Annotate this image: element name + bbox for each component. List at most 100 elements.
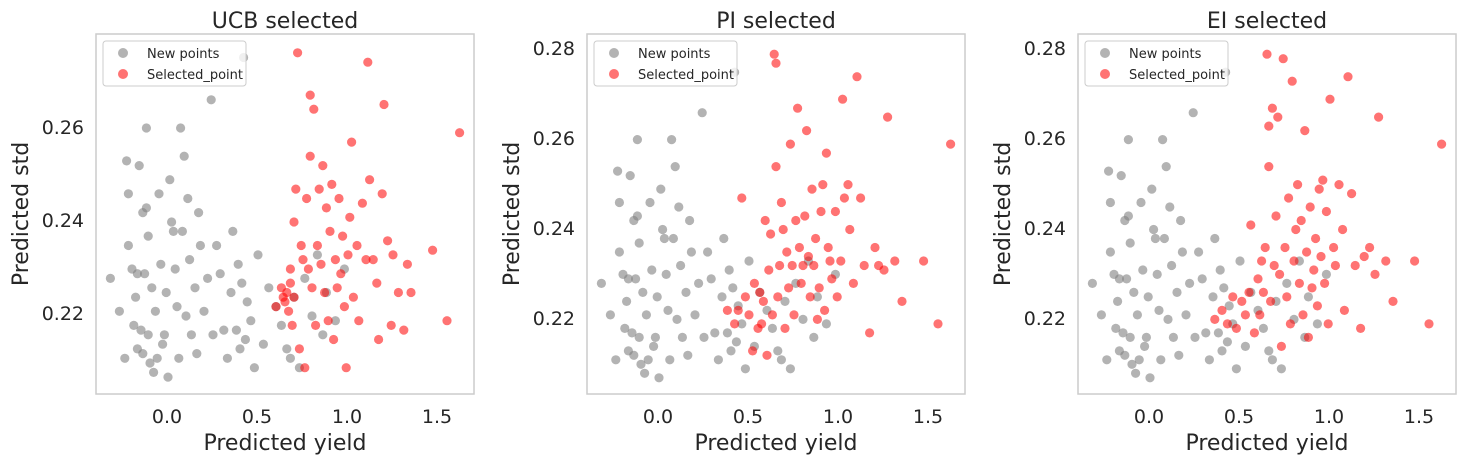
selected-point-marker [883, 112, 893, 122]
new-point-marker [1114, 274, 1124, 284]
selected-point-marker [330, 255, 340, 265]
new-point-marker [1132, 310, 1142, 320]
selected-point-marker [946, 139, 956, 149]
selected-point-marker [1302, 247, 1312, 257]
legend-label: Selected_point [638, 68, 734, 83]
new-point-marker [1113, 296, 1123, 306]
selected-point-marker [744, 310, 754, 320]
selected-point-marker [1350, 260, 1360, 271]
new-point-marker [1111, 323, 1121, 333]
new-point-marker [195, 240, 205, 251]
new-point-marker [668, 233, 679, 244]
new-point-marker [307, 311, 317, 321]
new-point-marker [1174, 350, 1184, 360]
selected-point-marker [345, 212, 355, 222]
new-point-marker [1156, 355, 1166, 365]
y-tick-label: 0.26 [533, 128, 575, 150]
selected-point-marker [393, 287, 403, 298]
y-axis-label: Predicted std [991, 142, 1016, 286]
selected-point-marker [1343, 72, 1353, 82]
new-point-marker [731, 337, 742, 347]
selected-point-marker [722, 305, 733, 315]
selected-point-marker [321, 203, 331, 213]
new-point-marker [181, 311, 191, 321]
selected-point-marker [303, 264, 313, 274]
legend: New points Selected_point [102, 40, 247, 87]
selected-point-marker [859, 260, 869, 271]
selected-point-marker [1228, 292, 1238, 302]
plot-frame [95, 33, 475, 395]
selected-point-marker [1320, 278, 1330, 288]
selected-point-marker [354, 316, 364, 326]
new-point-marker [605, 310, 616, 320]
selected-point-marker [1356, 323, 1366, 333]
selected-point-marker [1300, 126, 1310, 136]
selected-point-marker [1246, 220, 1256, 230]
y-tick-label: 0.28 [1024, 38, 1066, 60]
selected-point-marker [372, 278, 382, 288]
new-point-marker [1105, 247, 1115, 257]
selected-point-marker [442, 316, 452, 326]
new-point-marker [611, 355, 621, 365]
selected-point-marker [811, 233, 821, 244]
selected-point-marker [1325, 94, 1335, 104]
new-point-marker [1240, 341, 1250, 351]
new-point-marker [686, 247, 697, 257]
new-point-marker [1161, 162, 1171, 172]
new-point-marker [821, 319, 832, 329]
new-point-marker [1134, 355, 1144, 365]
new-point-marker [809, 332, 819, 342]
selected-point-marker [1424, 319, 1434, 329]
selected-point-marker [794, 242, 805, 253]
new-point-marker [120, 353, 130, 363]
new-point-marker [665, 355, 675, 365]
new-point-marker [658, 224, 668, 235]
new-point-marker [264, 283, 274, 293]
scatter-points [1087, 49, 1447, 383]
selected-point-marker [311, 320, 321, 330]
selected-point-marker [1257, 256, 1267, 266]
selected-point-marker [780, 323, 790, 333]
selected-point-marker [793, 103, 803, 113]
new-point-marker [105, 273, 115, 283]
new-point-marker [231, 325, 241, 335]
selected-point-marker [1293, 180, 1303, 190]
y-axis-label: Predicted std [500, 142, 525, 286]
selected-point-marker [1287, 76, 1297, 86]
new-point-marker [1123, 211, 1133, 221]
selected-point-marker [327, 179, 337, 189]
new-point-marker [652, 292, 662, 302]
selected-point-marker [1275, 269, 1285, 279]
selected-point-marker [388, 250, 398, 260]
new-point-marker [131, 292, 141, 302]
selected-point-marker [399, 325, 409, 335]
new-point-marker [1123, 135, 1133, 145]
selected-point-marker [845, 224, 855, 235]
legend-label: New points [147, 47, 220, 62]
new-point-marker [1125, 238, 1135, 248]
new-point-marker [159, 330, 169, 340]
selected-point-marker [357, 198, 367, 208]
new-point-marker [713, 355, 724, 365]
selected-point-marker [271, 302, 281, 312]
chart-title: PI selected [716, 9, 836, 34]
selected-point-marker [764, 265, 774, 275]
selected-point-marker [1269, 260, 1279, 271]
selected-point-marker [818, 180, 828, 190]
selected-point-marker [383, 236, 393, 246]
new-point-marker [154, 189, 164, 199]
selected-point-marker [791, 215, 801, 226]
new-point-marker [1231, 364, 1241, 374]
new-point-marker [697, 108, 707, 118]
new-point-marker [1204, 355, 1214, 365]
new-point-marker [649, 341, 659, 351]
new-point-marker [681, 287, 691, 297]
selected-point-marker [1312, 301, 1322, 311]
new-point-marker [728, 283, 738, 293]
selected-point-marker [1334, 180, 1344, 190]
new-point-marker [1258, 323, 1268, 333]
selected-point-marker [848, 278, 859, 288]
selected-point-marker [787, 260, 797, 271]
selected-point-marker [1276, 341, 1286, 351]
